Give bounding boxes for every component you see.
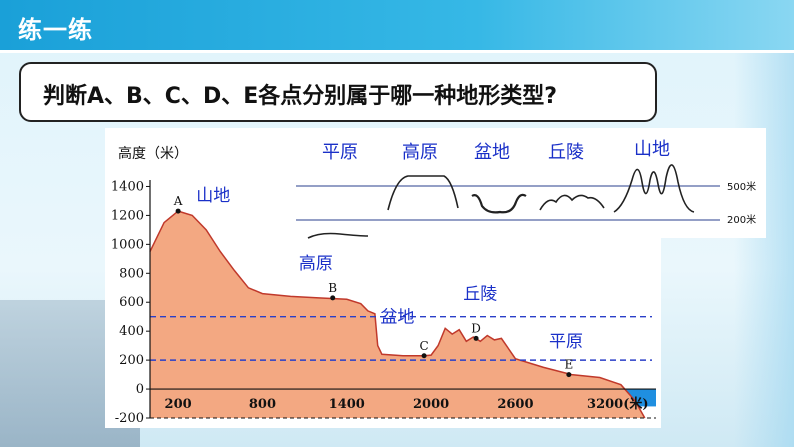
- region-label: 盆地: [380, 307, 414, 327]
- terrain-fill: [150, 211, 645, 418]
- x-tick-label: 200: [165, 397, 192, 412]
- mountain-profile-icon: [613, 164, 695, 213]
- y-tick-label: 1200: [111, 208, 144, 223]
- y-tick-label: 600: [119, 295, 144, 310]
- y-axis-label: 高度（米）: [118, 145, 188, 162]
- y-tick-label: 0: [136, 382, 144, 397]
- y-tick-label: 400: [119, 324, 144, 339]
- x-tick-label: 2000: [413, 397, 449, 412]
- legend-type-hill: 丘陵: [548, 142, 584, 163]
- y-tick-label: 800: [119, 266, 144, 281]
- point-e-marker: [566, 372, 572, 378]
- point-a-label: A: [173, 194, 183, 208]
- legend-type-mountain: 山地: [634, 139, 670, 160]
- plateau-profile-icon: [387, 175, 459, 211]
- legend-type-plain: 平原: [322, 142, 358, 163]
- point-b-marker: [330, 295, 336, 301]
- y-tick-label: 1400: [111, 179, 144, 194]
- x-tick-label: 1400: [329, 397, 365, 412]
- region-label: 山地: [196, 186, 230, 206]
- point-d-label: D: [471, 321, 481, 335]
- header-divider: [0, 50, 794, 53]
- y-tick-label: 200: [119, 353, 144, 368]
- plain-profile-icon: [307, 232, 369, 239]
- point-a-marker: [175, 208, 181, 214]
- legend-line-200-label: 200米: [727, 213, 756, 226]
- y-tick-label: -200: [115, 411, 144, 426]
- region-label: 丘陵: [463, 284, 497, 304]
- legend-line-500-label: 500米: [727, 180, 756, 193]
- header-bar: 练一练: [0, 0, 794, 50]
- basin-profile-icon: [471, 193, 527, 214]
- legend-type-basin: 盆地: [474, 142, 510, 163]
- terrain-outline: [149, 210, 646, 419]
- legend-type-plateau: 高原: [402, 142, 438, 163]
- question-text: 判断A、B、C、D、E各点分别属于哪一种地形类型?: [43, 84, 557, 109]
- region-label: 高原: [299, 254, 333, 274]
- x-tick-label: 3200(米): [587, 396, 648, 412]
- hill-profile-icon: [539, 194, 605, 211]
- point-c-label: C: [419, 339, 428, 353]
- x-tick-label: 2600: [497, 397, 533, 412]
- point-e-label: E: [564, 358, 573, 372]
- point-b-label: B: [328, 281, 337, 295]
- point-c-marker: [421, 353, 427, 359]
- page-title: 练一练: [18, 16, 93, 44]
- question-box: 判断A、B、C、D、E各点分别属于哪一种地形类型?: [19, 62, 657, 122]
- x-tick-label: 800: [249, 397, 276, 412]
- region-label: 平原: [549, 332, 583, 352]
- y-tick-label: 1000: [111, 237, 144, 252]
- point-d-marker: [473, 335, 479, 341]
